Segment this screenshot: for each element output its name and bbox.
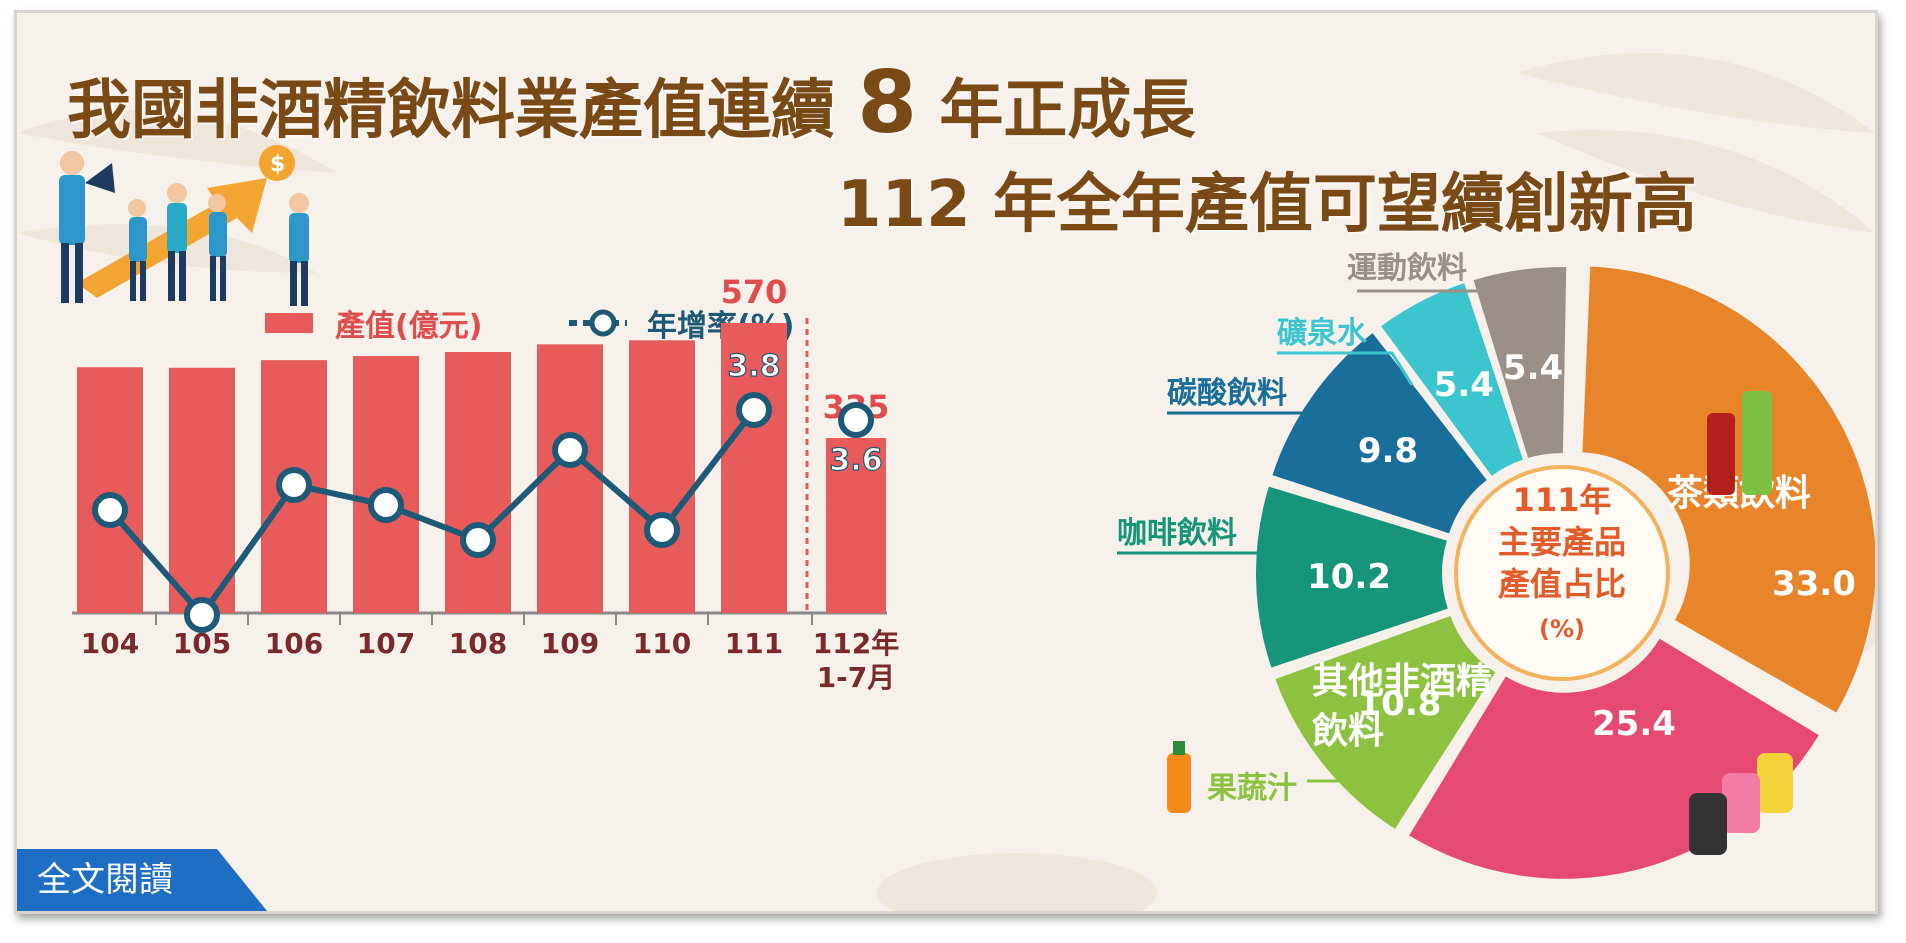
bar-110 xyxy=(629,340,695,613)
pie-value-label: 10.8 xyxy=(1358,684,1442,724)
pie-slice-2 xyxy=(1275,616,1496,829)
pie-value-label: 25.4 xyxy=(1592,704,1676,744)
bar-105 xyxy=(169,367,235,613)
pie-center-title: 111年 xyxy=(1513,481,1612,519)
svg-text:$: $ xyxy=(270,152,285,177)
x-tick-label: 106 xyxy=(265,627,323,660)
bar-value-label: 570 xyxy=(721,273,788,311)
pie-slice-3 xyxy=(1256,486,1448,668)
x-tick-label: 110 xyxy=(633,627,691,660)
pie-center-title: 主要產品 xyxy=(1498,523,1626,561)
legend-bar-label: 產值(億元) xyxy=(335,309,483,344)
leader-line xyxy=(1277,351,1414,386)
sub-title: 112 年全年產值可望續創新高 xyxy=(837,168,1697,242)
bar-109 xyxy=(537,344,603,613)
growth-rate-point xyxy=(460,522,496,558)
leader-line xyxy=(1307,752,1389,783)
main-title: 我國非酒精飲料業產值連續 8 年正成長 xyxy=(67,53,1196,153)
pie-outer-label: 礦泉水 xyxy=(1277,316,1368,351)
pie-label-other: 其他非酒精 xyxy=(1312,661,1492,702)
read-full-text-button[interactable]: 全文閱讀 xyxy=(17,849,267,911)
pie-outer-label: 咖啡飲料 xyxy=(1117,516,1237,551)
business-people-illustration: $ xyxy=(59,145,309,306)
growth-rate-label: 3.6 xyxy=(829,443,882,478)
legend-bar-swatch xyxy=(265,313,313,333)
growth-rate-point xyxy=(276,467,312,503)
title-highlight-number: 8 xyxy=(857,53,918,153)
x-tick-label: 1-7月 xyxy=(817,661,896,694)
x-tick-label: 108 xyxy=(449,627,507,660)
growth-rate-point xyxy=(184,597,220,633)
pie-outer-label: 運動飲料 xyxy=(1347,251,1467,286)
pie-value-label: 9.8 xyxy=(1358,431,1418,471)
juice-bottle-cap xyxy=(1173,741,1185,755)
pie-center xyxy=(1454,465,1670,681)
pie-label-other: 飲料 xyxy=(1312,711,1384,752)
can-icon xyxy=(1689,793,1727,855)
tea-bottle-icon xyxy=(1707,413,1735,495)
green-tea-bottle-icon xyxy=(1742,391,1772,495)
can-icon xyxy=(1757,753,1793,813)
pie-value-label: 33.0 xyxy=(1772,564,1856,604)
growth-rate-point xyxy=(736,392,772,428)
bar-line-chart: 104105106107108109110570111335112年1-7月3.… xyxy=(72,273,899,694)
growth-rate-point xyxy=(644,512,680,548)
legend-line-swatch xyxy=(569,309,627,337)
pie-outer-label: 果蔬汁 xyxy=(1207,771,1297,806)
bar-104 xyxy=(77,367,143,613)
infographic-frame: 我國非酒精飲料業產值連續 8 年正成長 112 年全年產值可望續創新高 $ xyxy=(14,10,1878,914)
x-tick-label: 109 xyxy=(541,627,599,660)
growth-rate-line xyxy=(107,408,757,620)
bar-107 xyxy=(353,356,419,613)
pie-slice-6 xyxy=(1473,267,1567,458)
leader-line xyxy=(1167,411,1349,454)
juice-bottle-icon xyxy=(1167,753,1191,813)
pie-value-label: 5.4 xyxy=(1434,365,1494,405)
pie-outer-label: 碳酸飲料 xyxy=(1167,376,1287,411)
x-tick-label: 111 xyxy=(725,627,783,660)
x-tick-label: 107 xyxy=(357,627,415,660)
pie-slice-5 xyxy=(1381,283,1523,476)
growth-rate-point xyxy=(368,487,404,523)
pie-center-title: 產值占比 xyxy=(1498,565,1626,603)
growth-rate-point xyxy=(838,402,874,438)
bar-111 xyxy=(721,323,787,613)
pie-center-title: (%) xyxy=(1539,615,1585,643)
pie-slice-4 xyxy=(1272,333,1487,534)
growth-rate-point xyxy=(552,432,588,468)
bar-112年 xyxy=(826,438,886,613)
growth-rate-label: 3.8 xyxy=(727,349,780,384)
x-tick-label: 104 xyxy=(81,627,139,660)
can-icon xyxy=(1722,773,1760,833)
bar-108 xyxy=(445,352,511,613)
x-tick-label: 112年 xyxy=(813,627,899,660)
growth-rate-point xyxy=(92,492,128,528)
leader-line xyxy=(1117,551,1304,604)
pie-value-label: 10.2 xyxy=(1307,557,1391,597)
leader-line xyxy=(1357,289,1509,332)
pie-value-label: 5.4 xyxy=(1503,348,1563,388)
pie-label-tea: 茶類飲料 xyxy=(1667,473,1811,514)
